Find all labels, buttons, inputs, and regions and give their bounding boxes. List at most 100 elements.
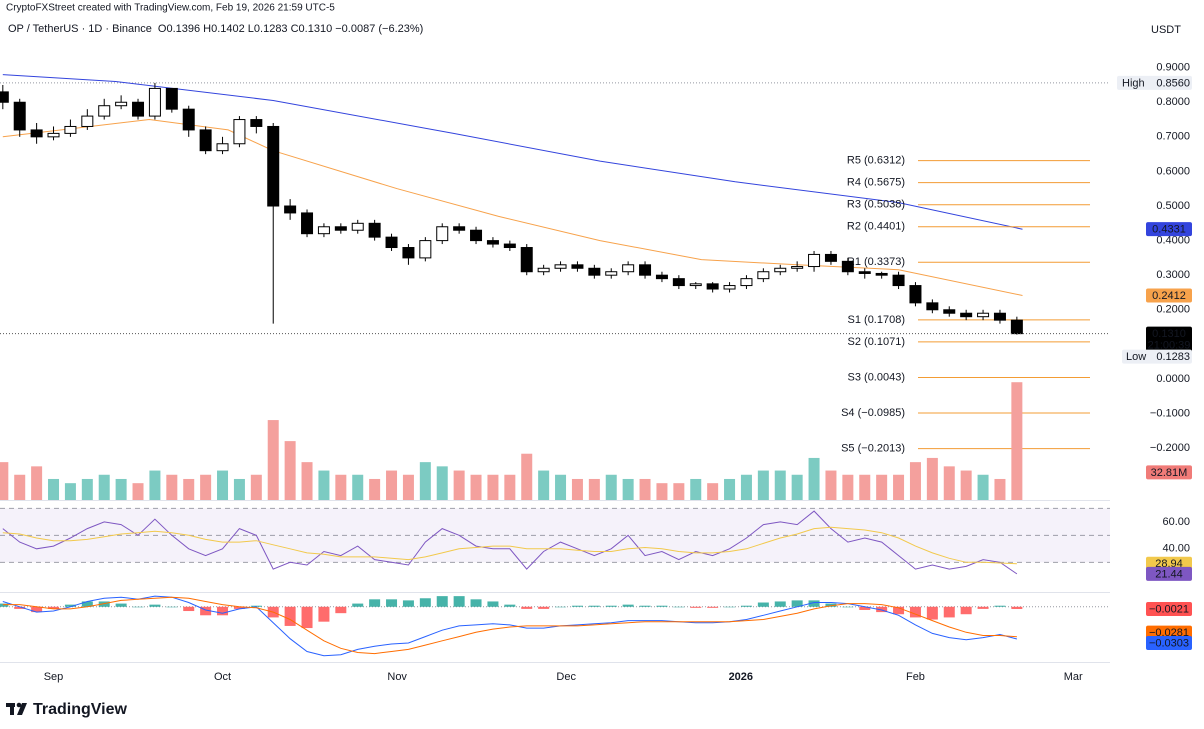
volume-bar — [707, 483, 719, 500]
pivot-label: R2 (0.4401) — [847, 221, 905, 233]
candle-body — [98, 105, 111, 117]
candle-body — [706, 283, 719, 290]
volume-bar — [200, 474, 212, 500]
pivot-label: S2 (0.1071) — [848, 336, 905, 348]
volume-bar — [774, 470, 786, 500]
volume-badge-bg — [1146, 465, 1192, 480]
volume-bar — [284, 441, 296, 500]
x-tick-label: Dec — [556, 671, 576, 683]
histogram-bar — [977, 606, 989, 609]
low-marker-label: Low — [1126, 351, 1146, 363]
low-marker-bg — [1122, 349, 1192, 364]
volume-bar — [81, 478, 93, 500]
histogram-bar — [842, 606, 854, 608]
volume-bar — [132, 483, 144, 500]
candle-body — [858, 271, 871, 274]
volume-bar — [656, 483, 668, 500]
candle-body — [655, 274, 668, 280]
currency: USDT — [1151, 24, 1181, 36]
volume-bar — [808, 457, 820, 500]
candle-body — [639, 264, 652, 276]
histogram-bar — [233, 606, 245, 609]
x-tick-label: Sep — [44, 671, 64, 683]
histogram-bar — [183, 606, 195, 612]
histogram-bar — [893, 606, 905, 615]
candle-body — [199, 129, 212, 152]
macd-badge-bg — [1146, 636, 1192, 651]
volume-bar — [115, 478, 127, 500]
candle-body — [622, 264, 635, 273]
candle-body — [402, 247, 415, 259]
low-marker-value: 0.1283 — [1156, 351, 1190, 363]
candle-body — [368, 222, 381, 238]
histogram-bar — [81, 601, 93, 607]
candle-body — [64, 125, 77, 134]
volume-bar — [639, 478, 651, 500]
histogram-bar — [521, 606, 533, 609]
y-tick-label: 0.3000 — [1156, 269, 1190, 281]
y-tick-label: 0.0000 — [1156, 373, 1190, 385]
histogram-bar — [166, 606, 178, 608]
histogram-bar — [14, 606, 26, 609]
y-tick-label: 0.5000 — [1156, 200, 1190, 212]
histogram-bar — [724, 606, 736, 608]
high-marker-bg — [1117, 75, 1192, 90]
histogram-bar — [791, 600, 803, 607]
x-tick-label: Mar — [1064, 671, 1083, 683]
candle-body — [774, 267, 787, 273]
volume-badge: 32.81M — [1151, 467, 1188, 479]
candle-body — [351, 222, 364, 231]
candle-body — [233, 119, 246, 145]
histogram-bar — [470, 599, 482, 607]
histogram-bar — [943, 606, 955, 618]
volume-bar — [876, 474, 888, 500]
histogram-bar — [386, 599, 398, 607]
histogram-bar — [1011, 606, 1023, 610]
volume-bar — [31, 466, 43, 500]
volume-bar — [470, 474, 482, 500]
volume-bar — [335, 474, 347, 500]
volume-bar — [842, 474, 854, 500]
candle-body — [757, 271, 770, 280]
volume-bar — [994, 478, 1006, 500]
pivot-label: R1 (0.3373) — [847, 256, 905, 268]
candle-body — [301, 212, 314, 235]
volume-bar — [369, 478, 381, 500]
histogram-bar — [808, 600, 820, 607]
volume-bar — [740, 474, 752, 500]
volume-bar — [521, 453, 533, 500]
histogram-bar — [673, 606, 685, 608]
candle-body — [419, 240, 432, 259]
volume-bar — [436, 466, 448, 500]
candle-body — [385, 236, 398, 249]
histogram-bar — [98, 601, 110, 607]
histogram-bar — [690, 606, 702, 608]
candle-body — [470, 229, 483, 242]
histogram-bar — [571, 605, 583, 607]
brand-logo — [6, 702, 27, 715]
volume-bar — [0, 462, 9, 500]
candle-body — [723, 285, 736, 290]
histogram-bar — [538, 606, 550, 609]
candle-body — [267, 125, 280, 207]
volume-bar — [673, 483, 685, 500]
volume-bar — [487, 474, 499, 500]
candle-body — [841, 260, 854, 273]
histogram-bar — [31, 606, 43, 613]
candle-body — [165, 87, 178, 110]
logo-part — [10, 703, 14, 715]
volume-bar — [791, 474, 803, 500]
y-tick-label: 0.4000 — [1156, 235, 1190, 247]
histogram-bar — [859, 606, 871, 610]
candle-body — [216, 143, 229, 152]
pivot-label: R5 (0.6312) — [847, 155, 905, 167]
histogram-badge-bg — [1146, 602, 1192, 617]
volume-bar — [419, 462, 431, 500]
volume-bar — [352, 474, 364, 500]
y-tick-label: 0.9000 — [1156, 62, 1190, 74]
volume-bar — [909, 462, 921, 500]
y-tick-label: 60.00 — [1162, 516, 1190, 528]
histogram-bar — [605, 605, 617, 607]
last-price-value: 0.1310 — [1152, 328, 1186, 340]
